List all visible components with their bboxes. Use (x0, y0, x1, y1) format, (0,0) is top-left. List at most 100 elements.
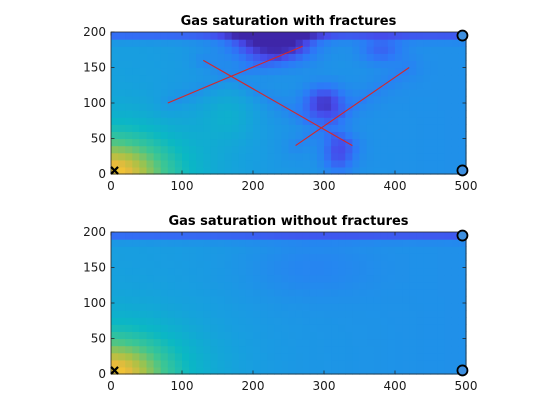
heatmap-cell (359, 103, 368, 111)
heatmap-cell (118, 295, 126, 304)
heatmap-cell (132, 366, 140, 375)
heatmap-cell (316, 331, 325, 340)
heatmap-cell (380, 253, 389, 261)
heatmap-cell (146, 32, 155, 40)
heatmap-cell (210, 239, 219, 247)
heatmap-cell (238, 74, 247, 83)
chart-title: Gas saturation with fractures (181, 14, 397, 29)
heatmap-cell (217, 88, 226, 97)
heatmap-cell (267, 81, 275, 90)
heatmap-cell (111, 267, 119, 276)
heatmap-cell (118, 338, 126, 347)
heatmap-cell (238, 124, 247, 132)
heatmap-cell (245, 138, 254, 147)
heatmap-cell (409, 253, 417, 261)
heatmap-cell (302, 67, 311, 76)
heatmap-cell (409, 366, 417, 375)
heatmap-cell (125, 239, 133, 247)
heatmap-cell (118, 345, 126, 354)
heatmap-cell (217, 110, 226, 118)
heatmap-cell (253, 317, 261, 325)
heatmap-cell (111, 152, 119, 161)
heatmap-cell (316, 39, 325, 47)
heatmap-cell (387, 95, 396, 104)
heatmap-cell (387, 53, 396, 61)
heatmap-cell (174, 359, 183, 368)
heatmap-cell (302, 310, 311, 318)
heatmap-cell (224, 74, 233, 83)
heatmap-cell (260, 274, 268, 283)
heatmap-cell (231, 338, 240, 347)
heatmap-cell (118, 67, 126, 76)
heatmap-cell (316, 274, 325, 283)
heatmap-cell (302, 366, 311, 375)
heatmap-cell (210, 117, 219, 125)
heatmap-cell (402, 53, 410, 61)
heatmap-cell (132, 166, 140, 175)
heatmap-cell (224, 81, 233, 90)
heatmap-cell (189, 145, 197, 154)
heatmap-cell (174, 352, 183, 361)
heatmap-cell (231, 103, 240, 111)
heatmap-cell (125, 310, 133, 318)
heatmap-cell (373, 152, 382, 161)
heatmap-cell (387, 303, 396, 311)
heatmap-cell (302, 317, 311, 325)
heatmap-cell (231, 131, 240, 140)
heatmap-cell (118, 324, 126, 332)
heatmap-cell (409, 145, 417, 154)
heatmap-cell (217, 303, 226, 311)
heatmap-cell (182, 246, 190, 254)
heatmap-cell (437, 338, 446, 347)
heatmap-cell (324, 67, 332, 76)
heatmap-cell (231, 239, 240, 247)
heatmap-cell (288, 145, 297, 154)
heatmap-cell (380, 331, 389, 340)
heatmap-cell (146, 232, 155, 240)
heatmap-cell (139, 81, 148, 90)
heatmap-cell (395, 46, 403, 54)
y-tick-label: 200 (83, 225, 106, 239)
heatmap-cell (267, 352, 275, 361)
heatmap-cell (458, 110, 467, 118)
heatmap-cell (132, 124, 140, 132)
heatmap-cell (430, 74, 439, 83)
heatmap-cell (352, 46, 361, 54)
heatmap-cell (395, 145, 403, 154)
heatmap-cell (253, 359, 261, 368)
heatmap-cell (139, 166, 148, 175)
heatmap-cell (231, 152, 240, 161)
heatmap-cell (423, 124, 432, 132)
heatmap-cell (288, 131, 297, 140)
heatmap-cell (352, 67, 361, 76)
heatmap-cell (167, 281, 176, 290)
heatmap-cell (338, 152, 346, 161)
heatmap-cell (444, 145, 453, 154)
heatmap-cell (231, 274, 240, 283)
heatmap-cell (281, 295, 290, 304)
heatmap-cell (444, 239, 453, 247)
y-tick-label: 0 (98, 167, 106, 181)
heatmap-cell (210, 253, 219, 261)
heatmap-cell (451, 253, 460, 261)
heatmap-cell (160, 310, 169, 318)
heatmap-cell (395, 359, 403, 368)
heatmap-cell (373, 274, 382, 283)
heatmap-cell (153, 281, 162, 290)
heatmap-cell (402, 310, 410, 318)
heatmap-cell (423, 359, 432, 368)
heatmap-cell (253, 166, 261, 175)
heatmap-cell (338, 324, 346, 332)
heatmap-cell (338, 53, 346, 61)
heatmap-cell (245, 46, 254, 54)
heatmap-cell (217, 352, 226, 361)
heatmap-cell (167, 46, 176, 54)
heatmap-cell (125, 324, 133, 332)
heatmap-cell (423, 303, 432, 311)
heatmap-cell (146, 281, 155, 290)
heatmap-cell (331, 110, 339, 118)
heatmap-cell (380, 53, 389, 61)
heatmap-cell (316, 232, 325, 240)
heatmap-cell (125, 131, 133, 140)
heatmap-cell (132, 88, 140, 97)
